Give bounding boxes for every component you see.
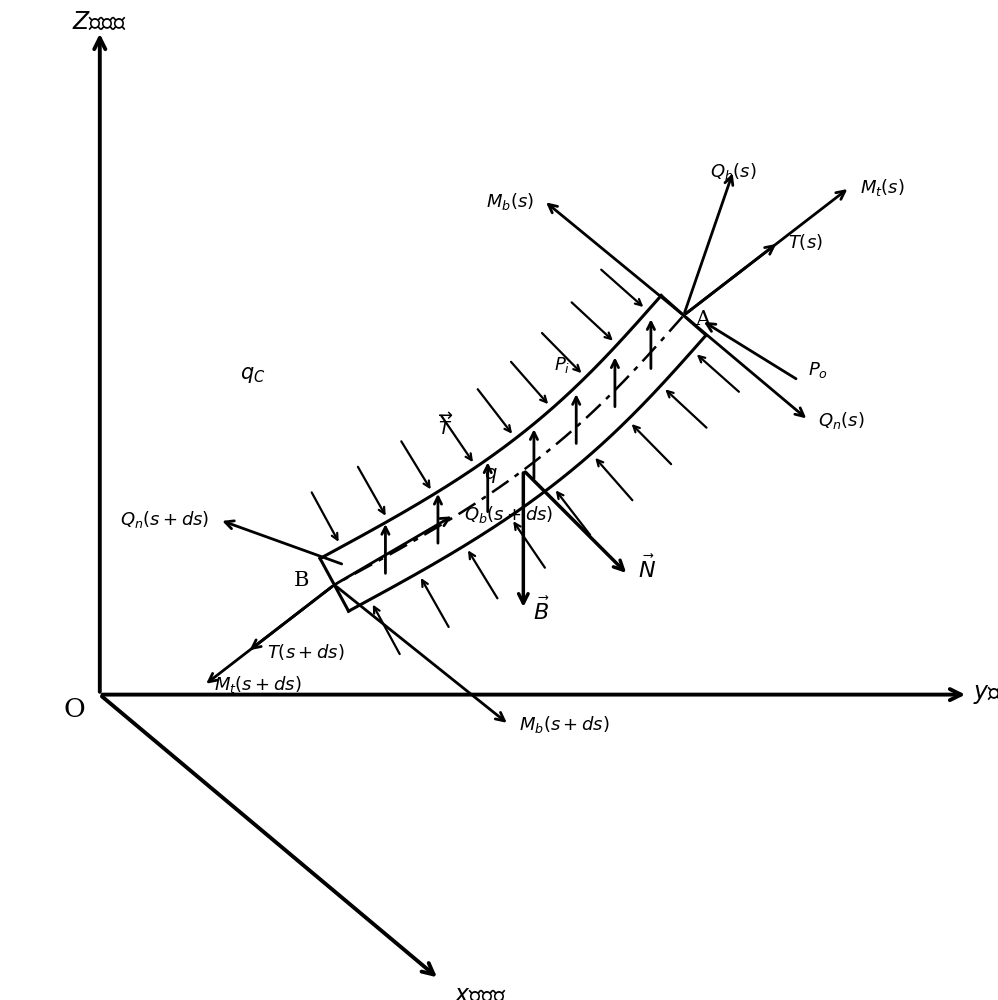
Text: A: A xyxy=(696,310,711,329)
Text: $P_o$: $P_o$ xyxy=(808,360,828,380)
Text: $\overrightarrow{T}$: $\overrightarrow{T}$ xyxy=(438,412,454,439)
Text: $T(s)$: $T(s)$ xyxy=(788,232,823,252)
Text: $Q_b(s)$: $Q_b(s)$ xyxy=(711,161,756,182)
Text: $P_i$: $P_i$ xyxy=(554,355,570,375)
Text: $Z$（下）: $Z$（下） xyxy=(73,11,127,34)
Text: $\vec{B}$: $\vec{B}$ xyxy=(533,598,550,625)
Text: $\vec{N}$: $\vec{N}$ xyxy=(638,556,656,583)
Text: $Q_n(s)$: $Q_n(s)$ xyxy=(818,410,865,431)
Text: $Q_b(s+ds)$: $Q_b(s+ds)$ xyxy=(464,504,554,525)
Text: $q_C$: $q_C$ xyxy=(240,365,264,385)
Text: O: O xyxy=(64,697,86,722)
Text: $Q_n(s+ds)$: $Q_n(s+ds)$ xyxy=(120,509,210,530)
Text: $y$（东）: $y$（东） xyxy=(973,683,998,706)
Text: $x$（北）: $x$（北） xyxy=(454,984,507,1000)
Text: $M_b(s)$: $M_b(s)$ xyxy=(486,191,534,212)
Text: $q$: $q$ xyxy=(484,466,498,485)
Text: $M_b(s+ds)$: $M_b(s+ds)$ xyxy=(519,714,610,735)
Text: $T(s+ds)$: $T(s+ds)$ xyxy=(267,642,345,662)
Text: $M_t(s+ds)$: $M_t(s+ds)$ xyxy=(214,674,301,695)
Text: B: B xyxy=(294,571,309,590)
Text: $M_t(s)$: $M_t(s)$ xyxy=(859,177,904,198)
